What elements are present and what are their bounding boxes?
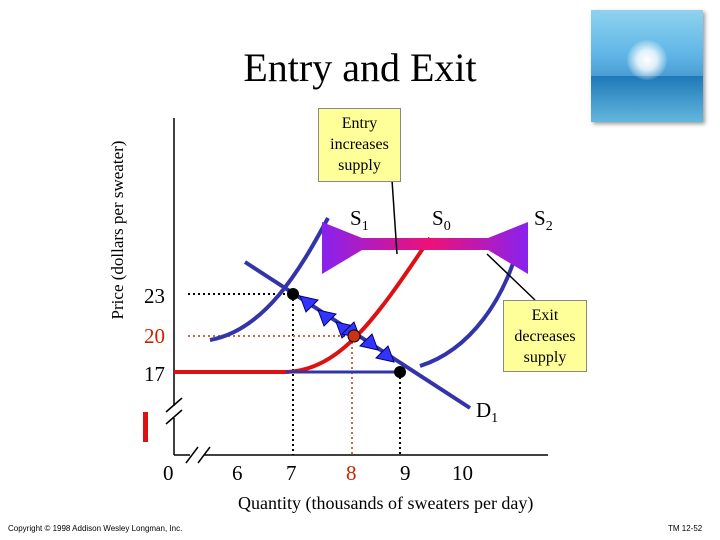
entry-callout-text: Entry increases supply — [330, 115, 389, 174]
entry-callout: Entry increases supply — [318, 108, 401, 182]
exit-callout-text: Exit decreases supply — [514, 307, 576, 366]
slide-title: Entry and Exit — [243, 45, 477, 90]
entry-callout-pointer — [391, 179, 398, 255]
x-tick-8: 8 — [346, 461, 357, 485]
slide-id: TM 12-52 — [668, 524, 703, 533]
y-tick-23: 23 — [144, 284, 165, 308]
copyright-text: Copyright © 1998 Addison Wesley Longman,… — [8, 524, 183, 533]
exit-callout: Exit decreases supply — [503, 300, 587, 372]
supply-curve-s1 — [209, 217, 330, 342]
y-tick-20: 20 — [144, 324, 165, 348]
y-axis-break — [165, 397, 183, 425]
move-arrow-5 — [359, 333, 379, 351]
exit-callout-pointer — [486, 253, 536, 301]
x-tick-10: 10 — [452, 461, 473, 485]
label-s0: S0 — [432, 206, 451, 235]
ocean-wave — [591, 76, 703, 122]
equilibrium-s2 — [394, 366, 406, 378]
x-tick-9: 9 — [400, 461, 411, 485]
sun-glare — [627, 40, 667, 80]
label-s2: S2 — [534, 206, 553, 235]
x-tick-6: 6 — [232, 461, 243, 485]
red-axis-marker — [143, 412, 148, 442]
x-axis-label: Quantity (thousands of sweaters per day) — [238, 493, 534, 513]
equilibrium-s1 — [287, 288, 299, 300]
label-s1: S1 — [350, 206, 369, 235]
guide-price-20 — [188, 335, 353, 455]
ocean-photo — [591, 10, 703, 122]
move-arrow-2 — [317, 309, 337, 327]
y-tick-17: 17 — [144, 362, 165, 386]
x-tick-0: 0 — [163, 461, 174, 485]
label-d1: D1 — [476, 398, 499, 427]
guide-price-23 — [188, 293, 294, 455]
exit-shift-arrow — [430, 222, 528, 274]
move-arrow-6 — [375, 345, 395, 363]
x-axis-break — [185, 446, 211, 464]
x-tick-7: 7 — [286, 461, 297, 485]
move-arrow-1 — [299, 295, 319, 313]
equilibrium-s0 — [347, 329, 361, 343]
entry-shift-arrow — [322, 222, 430, 274]
supply-curve-s0 — [174, 236, 432, 374]
